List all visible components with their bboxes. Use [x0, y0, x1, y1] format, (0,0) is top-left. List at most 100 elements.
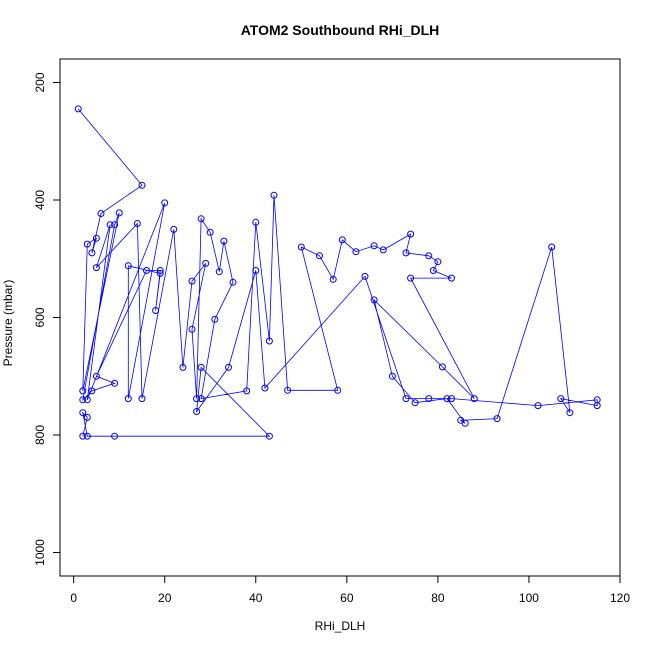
data-point	[215, 268, 223, 276]
series-line	[77, 108, 598, 437]
data-point	[74, 105, 82, 113]
data-point	[370, 242, 378, 250]
x-tick-label: 40	[249, 591, 263, 605]
data-point	[566, 409, 574, 417]
data-point	[161, 199, 169, 207]
data-point	[457, 416, 465, 424]
x-axis: 0 20 40 60 80 100 120	[70, 575, 630, 605]
data-point	[316, 252, 323, 260]
x-tick-label: 60	[340, 591, 354, 605]
data-point	[334, 386, 342, 394]
data-point	[138, 181, 146, 189]
data-point	[548, 243, 556, 251]
data-point	[197, 363, 205, 371]
data-point	[193, 395, 201, 403]
data-point	[252, 218, 260, 226]
data-point	[206, 228, 214, 236]
x-tick-label: 100	[519, 591, 539, 605]
data-point	[429, 267, 437, 274]
data-point	[88, 387, 96, 395]
data-point	[97, 210, 105, 217]
data-point	[83, 240, 91, 248]
data-point	[470, 395, 478, 403]
x-tick-label: 120	[610, 591, 630, 605]
data-point	[329, 275, 337, 283]
data-point	[202, 259, 210, 267]
data-point	[379, 246, 387, 254]
y-tick-label: 800	[33, 425, 47, 445]
data-point	[138, 395, 146, 403]
data-point	[170, 225, 178, 233]
data-point	[265, 337, 273, 345]
y-tick-label: 400	[33, 190, 47, 210]
x-axis-label: RHi_DLH	[315, 619, 366, 633]
data-point	[270, 191, 278, 199]
data-point	[115, 209, 123, 217]
data-point	[193, 408, 201, 415]
data-point	[448, 395, 455, 403]
data-point	[79, 409, 87, 417]
data-point	[83, 413, 91, 421]
data-point	[593, 396, 601, 404]
data-point	[284, 386, 292, 394]
y-tick-label: 600	[33, 307, 47, 327]
data-point	[111, 379, 119, 387]
data-point	[434, 258, 442, 266]
y-axis-label: Pressure (mbar)	[1, 280, 15, 367]
data-point	[92, 372, 100, 380]
data-point	[156, 267, 164, 274]
data-point	[111, 432, 119, 440]
y-axis: 200 400 600 800 1000	[33, 72, 61, 566]
data-point	[557, 395, 565, 403]
data-point	[211, 315, 219, 323]
data-point	[407, 274, 415, 282]
data-point	[225, 363, 232, 371]
data-point	[197, 215, 205, 223]
data-point	[229, 278, 237, 286]
data-point	[252, 267, 260, 274]
data-point	[156, 269, 164, 277]
x-tick-label: 80	[431, 591, 445, 605]
data-point	[402, 395, 410, 403]
data-point	[402, 249, 410, 257]
data-point	[106, 221, 114, 229]
data-point	[243, 387, 251, 395]
data-point	[79, 432, 87, 440]
x-tick-label: 20	[158, 591, 172, 605]
data-point	[83, 396, 91, 404]
data-point	[220, 237, 228, 245]
data-point	[188, 277, 196, 285]
data-point	[493, 415, 501, 423]
data-point	[92, 264, 100, 272]
data-point	[443, 395, 451, 403]
data-point	[261, 384, 269, 392]
data-point	[179, 363, 187, 371]
data-point	[361, 272, 369, 280]
data-point	[188, 325, 196, 333]
data-point	[143, 267, 150, 274]
data-point	[88, 249, 96, 257]
data-point	[411, 399, 419, 407]
data-point	[83, 432, 91, 440]
series-points	[74, 105, 601, 440]
data-point	[448, 274, 455, 282]
data-point	[152, 307, 160, 314]
data-point	[388, 372, 396, 380]
data-point	[265, 432, 273, 440]
data-point	[197, 395, 205, 403]
data-point	[425, 252, 433, 260]
y-tick-label: 1000	[33, 539, 47, 566]
chart-title: ATOM2 Southbound RHi_DLH	[241, 22, 440, 38]
plot-frame	[59, 58, 621, 577]
y-tick-label: 200	[33, 72, 47, 92]
data-point	[92, 234, 100, 242]
data-point	[338, 236, 346, 244]
data-point	[133, 220, 141, 227]
x-tick-label: 0	[70, 591, 77, 605]
data-point	[534, 402, 542, 410]
data-point	[438, 363, 446, 371]
data-point	[111, 221, 119, 229]
data-point	[297, 243, 305, 251]
data-point	[124, 262, 132, 270]
